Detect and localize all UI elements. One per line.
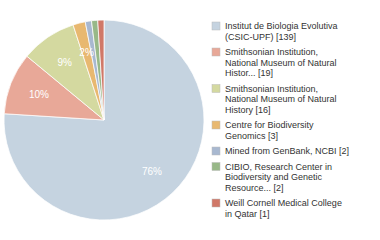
pie-slice (4, 20, 204, 220)
legend-label: Institut de Biologia Evolutiva(CSIC-UPF)… (225, 21, 338, 42)
legend-label-line: National Museum of Natural (225, 58, 337, 68)
legend-label-line: National Museum of Natural (225, 94, 337, 104)
legend-label-line: Smithsonian Institution, (225, 47, 318, 57)
legend-label-line: Weill Cornell Medical College (225, 198, 342, 208)
legend-item: Smithsonian Institution,National Museum … (212, 84, 337, 115)
legend-swatch (212, 121, 220, 129)
legend-label-line: Genomics [3] (225, 131, 278, 141)
legend-label-line: History [16] (225, 105, 271, 115)
legend-label-line: Histor... [19] (225, 68, 273, 78)
chart: 76% 10% 9% 2% Institut de Biologia Evolutiva… (0, 0, 380, 240)
legend-item: Centre for BiodiversityGenomics [3] (212, 120, 314, 141)
legend-label-line: Smithsonian Institution, (225, 84, 318, 94)
legend-item: Mined from GenBank, NCBI [2] (212, 146, 349, 156)
legend-swatch (212, 85, 220, 93)
legend-item: CIBIO, Research Center inBiodiversity an… (212, 162, 332, 193)
legend-label-line: CIBIO, Research Center in (225, 162, 332, 172)
pie: 76% 10% 9% 2% (4, 20, 204, 220)
legend-label: CIBIO, Research Center inBiodiversity an… (225, 162, 332, 193)
legend-label: Mined from GenBank, NCBI [2] (225, 146, 349, 156)
legend: Institut de Biologia Evolutiva(CSIC-UPF)… (212, 21, 349, 219)
legend-item: Institut de Biologia Evolutiva(CSIC-UPF)… (212, 21, 338, 42)
legend-label-line: Institut de Biologia Evolutiva (225, 21, 338, 31)
pie-slice (98, 20, 104, 120)
data-label: 10% (29, 89, 49, 100)
legend-swatch (212, 147, 220, 155)
legend-label-line: in Qatar [1] (225, 209, 270, 219)
legend-label: Centre for BiodiversityGenomics [3] (225, 120, 314, 141)
pie-slice (85, 21, 104, 120)
data-label: 9% (57, 57, 72, 68)
legend-label-line: Mined from GenBank, NCBI [2] (225, 146, 349, 156)
legend-item: Smithsonian Institution,National Museum … (212, 47, 337, 78)
legend-swatch (212, 163, 220, 171)
data-label: 2% (79, 47, 94, 58)
legend-item: Weill Cornell Medical Collegein Qatar [1… (212, 198, 342, 219)
data-label: 76% (142, 166, 162, 177)
pie-slice (91, 20, 104, 120)
legend-swatch (212, 22, 220, 30)
legend-label: Weill Cornell Medical Collegein Qatar [1… (225, 198, 342, 219)
legend-swatch (212, 199, 220, 207)
legend-label-line: Biodiversity and Genetic (225, 172, 323, 182)
legend-label-line: (CSIC-UPF) [139] (225, 32, 296, 42)
legend-label: Smithsonian Institution,National Museum … (225, 84, 337, 115)
legend-swatch (212, 48, 220, 56)
legend-label: Smithsonian Institution,National Museum … (225, 47, 337, 78)
legend-label-line: Centre for Biodiversity (225, 120, 314, 130)
legend-label-line: Resource... [2] (225, 183, 284, 193)
